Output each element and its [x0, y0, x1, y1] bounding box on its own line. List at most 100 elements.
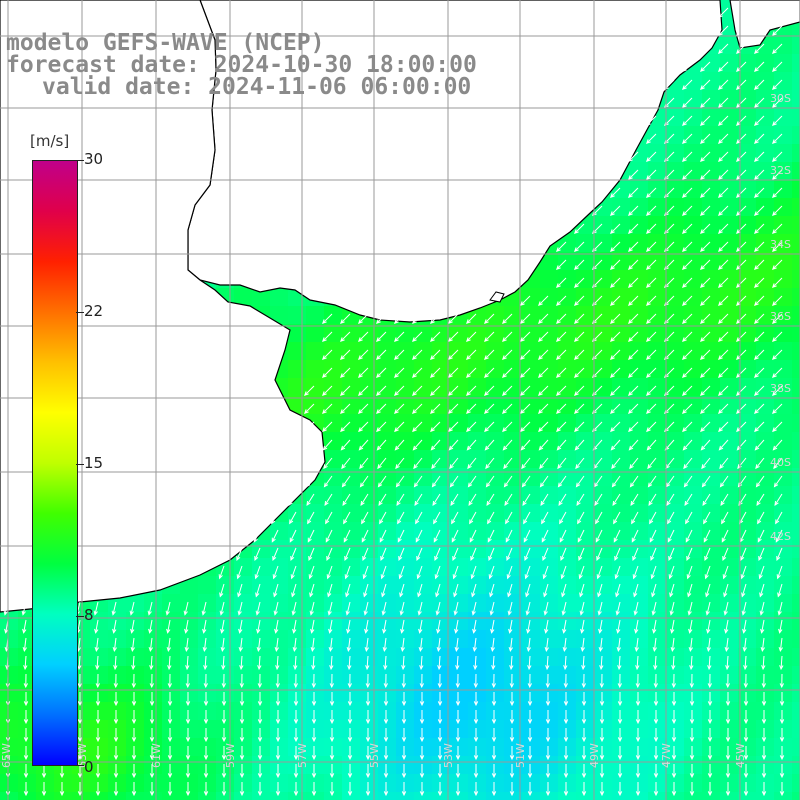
wind-speed-cell [738, 792, 757, 800]
wind-arrow [203, 637, 207, 651]
wind-arrow-head [147, 610, 152, 616]
wind-arrow-head [573, 301, 579, 307]
wind-arrow-head [375, 373, 381, 379]
wind-arrow [448, 313, 459, 324]
wind-speed-cell [486, 486, 505, 505]
wind-speed-cell [198, 576, 217, 595]
wind-speed-cell [666, 270, 685, 289]
wind-arrow-head [630, 500, 635, 506]
wind-speed-cell [270, 738, 289, 757]
wind-arrow-head [707, 737, 713, 743]
wind-arrow-head [167, 701, 173, 707]
wind-speed-cell [738, 90, 757, 109]
wind-arrow [399, 583, 405, 597]
wind-arrow-head [306, 500, 311, 506]
wind-speed-cell [648, 252, 667, 271]
wind-arrow-head [416, 574, 421, 580]
wind-arrow [419, 619, 423, 633]
wind-arrow-head [779, 719, 785, 725]
wind-arrow-head [742, 646, 747, 653]
wind-speed-cell [450, 486, 469, 505]
wind-arrow-head [95, 773, 101, 779]
wind-arrow [648, 493, 657, 506]
wind-arrow [502, 349, 513, 360]
wind-arrow-head [221, 791, 227, 797]
wind-arrow-head [253, 519, 258, 525]
wind-arrow-head [594, 500, 599, 506]
wind-speed-cell [180, 720, 199, 739]
wind-arrow-head [293, 719, 299, 725]
wind-arrow [186, 655, 189, 670]
wind-speed-cell [216, 666, 235, 685]
wind-speed-cell [702, 414, 721, 433]
wind-speed-cell [90, 666, 109, 685]
wind-arrow-head [131, 737, 137, 743]
wind-speed-cell [738, 270, 757, 289]
wind-arrow [578, 547, 585, 561]
wind-arrow-head [557, 464, 562, 470]
wind-speed-cell [774, 108, 793, 127]
wind-arrow [275, 619, 279, 633]
wind-arrow-head [775, 537, 780, 543]
wind-arrow [112, 601, 117, 615]
wind-arrow-head [501, 409, 507, 415]
wind-speed-cell [558, 468, 577, 487]
wind-speed-cell [666, 522, 685, 541]
wind-speed-cell [522, 324, 541, 343]
wind-arrow [646, 421, 657, 432]
wind-arrow-head [325, 537, 330, 543]
wind-arrow-head [483, 337, 489, 343]
wind-speed-cell [702, 72, 721, 91]
wind-speed-cell [648, 126, 667, 145]
wind-arrow-head [753, 31, 759, 37]
wind-speed-cell [306, 378, 325, 397]
wind-speed-cell [720, 468, 739, 487]
wind-arrow-head [611, 464, 616, 470]
wind-speed-cell [378, 576, 397, 595]
wind-arrow-head [491, 773, 497, 779]
wind-arrow-head [701, 482, 707, 488]
wind-speed-cell [738, 126, 757, 145]
wind-speed-cell [702, 108, 721, 127]
wind-speed-cell [360, 468, 379, 487]
wind-arrow [394, 313, 405, 324]
wind-arrow-head [689, 683, 695, 689]
wind-arrow-head [635, 701, 641, 707]
wind-arrow [682, 367, 693, 378]
wind-speed-cell [630, 738, 649, 757]
wind-speed-cell [216, 774, 235, 793]
wind-arrow [556, 223, 567, 234]
wind-arrow-head [645, 121, 651, 127]
wind-arrow [754, 43, 765, 54]
wind-arrow [575, 439, 585, 451]
wind-speed-cell [702, 288, 721, 307]
wind-speed-cell [144, 756, 163, 775]
wind-arrow [646, 205, 657, 216]
wind-speed-cell [792, 792, 800, 800]
wind-speed-cell [648, 504, 667, 523]
wind-speed-cell [252, 720, 271, 739]
wind-arrow [700, 25, 711, 36]
wind-speed-cell [54, 792, 73, 800]
wind-speed-cell [720, 684, 739, 703]
wind-arrow-head [23, 719, 29, 725]
wind-arrow-head [419, 719, 425, 725]
wind-speed-cell [504, 738, 523, 757]
wind-speed-cell [504, 666, 523, 685]
wind-arrow [700, 313, 711, 324]
wind-speed-cell [792, 324, 800, 343]
wind-speed-cell [684, 378, 703, 397]
wind-arrow-head [502, 427, 507, 433]
wind-arrow-head [717, 409, 723, 415]
wind-speed-cell [288, 522, 307, 541]
wind-arrow [466, 313, 477, 324]
wind-arrow [647, 457, 657, 469]
wind-arrow-head [609, 157, 615, 163]
wind-speed-cell [756, 594, 775, 613]
wind-arrow [527, 619, 531, 633]
wind-arrow-head [577, 519, 582, 525]
wind-arrow [236, 547, 243, 561]
wind-speed-cell [396, 702, 415, 721]
wind-speed-cell [774, 144, 793, 163]
